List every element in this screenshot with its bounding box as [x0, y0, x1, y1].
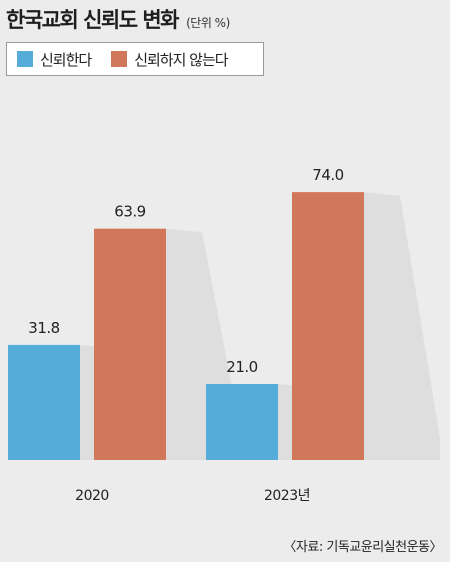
legend-swatch-distrust	[111, 51, 128, 67]
legend-label-distrust: 신뢰하지 않는다	[134, 50, 228, 69]
data-label: 63.9	[114, 203, 145, 221]
bar-distrust-0	[94, 228, 166, 460]
chart-title: 한국교회 신뢰도 변화	[6, 8, 180, 32]
data-label: 31.8	[28, 319, 59, 337]
legend-swatch-trust	[17, 51, 33, 67]
category-label: 2023년	[264, 488, 310, 504]
unit-label: (단위 %)	[186, 16, 230, 30]
category-label: 2020	[75, 488, 109, 504]
bar-trust-0	[8, 344, 80, 460]
bar-shadow	[364, 192, 440, 460]
title-row: 한국교회 신뢰도 변화 (단위 %)	[6, 4, 230, 34]
data-label: 74.0	[312, 166, 343, 184]
source-note: 〈자료: 기독교윤리실천운동〉	[283, 540, 442, 555]
legend-label-trust: 신뢰한다	[40, 50, 92, 69]
bar-trust-1	[206, 383, 278, 460]
legend-item-distrust: 신뢰하지 않는다	[111, 49, 229, 70]
bar-chart: 31.8 63.9 2020 21.0 74.0 2023년	[8, 166, 440, 504]
legend-item-trust: 신뢰한다	[17, 49, 92, 70]
legend: 신뢰한다 신뢰하지 않는다	[6, 42, 264, 76]
data-label: 21.0	[226, 358, 257, 376]
bar-distrust-1	[292, 192, 364, 460]
